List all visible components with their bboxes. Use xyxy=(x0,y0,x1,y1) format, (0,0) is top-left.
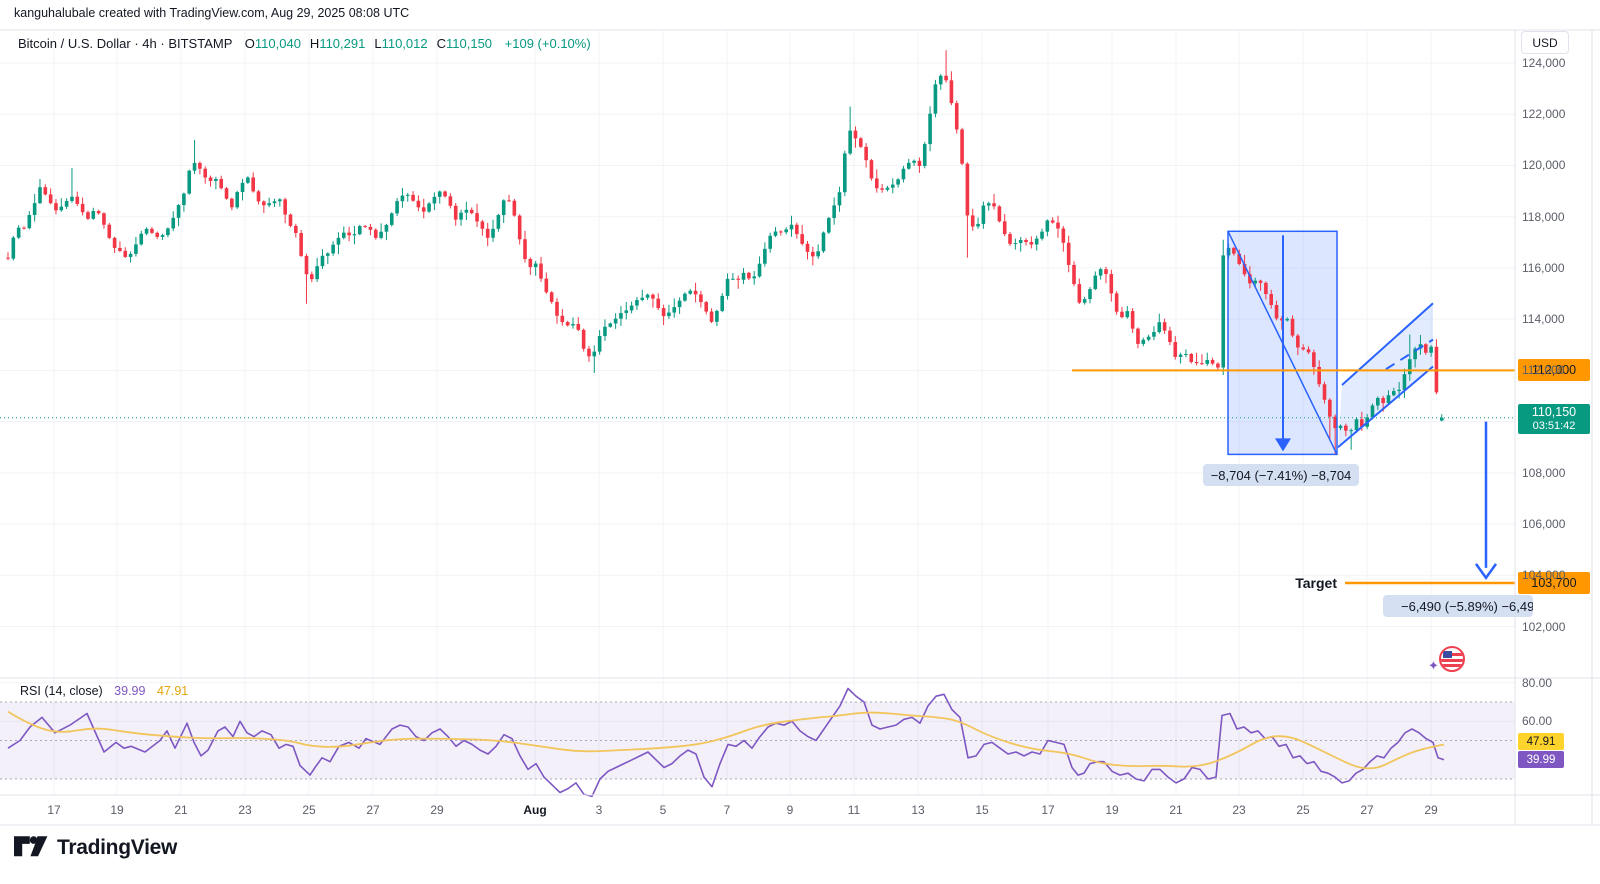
bar-countdown: 03:51:42 xyxy=(1532,419,1576,432)
time-axis-tick[interactable]: 9 xyxy=(786,803,794,817)
target-annotation-text[interactable]: Target xyxy=(1295,575,1337,591)
tradingview-logo-text: TradingView xyxy=(57,836,178,859)
price-axis-tick[interactable]: 118,000 xyxy=(1522,209,1565,224)
time-axis-tick[interactable]: 15 xyxy=(975,803,989,817)
time-axis-tick[interactable]: 23 xyxy=(238,803,252,817)
tradingview-logo-icon xyxy=(14,836,48,857)
ohlc-c-value: C110,150 xyxy=(436,36,493,51)
price-axis-tick[interactable]: 116,000 xyxy=(1522,260,1565,275)
time-axis-tick[interactable]: 27 xyxy=(366,803,380,817)
rsi-title: RSI xyxy=(20,684,41,698)
ohlc-o-value: O110,040 xyxy=(244,36,301,51)
time-axis-tick[interactable]: 23 xyxy=(1232,803,1246,817)
target-price-badge[interactable]: 103,700 xyxy=(1518,572,1590,594)
price-axis-tick[interactable]: 124,000 xyxy=(1522,56,1566,70)
price-axis-tick[interactable]: 106,000 xyxy=(1522,517,1566,532)
time-axis-tick[interactable]: 13 xyxy=(911,803,925,817)
time-axis-tick[interactable]: 29 xyxy=(1424,803,1438,817)
last-price-value: 110,150 xyxy=(1531,405,1577,420)
change-value: +109 (+0.10%) xyxy=(504,36,591,51)
price-axis-tick[interactable]: 120,000 xyxy=(1522,158,1566,173)
time-axis-tick[interactable]: 21 xyxy=(1169,803,1183,817)
time-axis-tick[interactable]: 25 xyxy=(1296,803,1310,817)
time-axis-tick[interactable]: 19 xyxy=(1105,803,1119,817)
rsi-value-badge: 39.99 xyxy=(1518,751,1564,768)
economic-event-us-flag-icon[interactable]: ✦ xyxy=(1428,646,1468,676)
currency-unit-button[interactable]: USD xyxy=(1521,31,1569,54)
rsi-axis-tick[interactable]: 80.00 xyxy=(1522,675,1553,690)
price-axis-tick[interactable]: 108,000 xyxy=(1522,465,1566,480)
time-axis-tick[interactable]: 19 xyxy=(110,803,124,817)
attribution-text: kanguhalubale created with TradingView.c… xyxy=(14,6,410,20)
price-level-badge-112000[interactable]: 112,000 xyxy=(1518,359,1590,381)
time-axis-tick[interactable]: 11 xyxy=(847,803,861,817)
symbol-title[interactable]: Bitcoin / U.S. Dollar xyxy=(18,36,131,51)
ohlc-h-value: H110,291 xyxy=(309,36,366,51)
rsi-axis-tick[interactable]: 60.00 xyxy=(1522,714,1553,729)
last-price-badge[interactable]: 110,150 03:51:42 xyxy=(1518,404,1590,434)
time-axis-tick[interactable]: 17 xyxy=(1041,803,1055,817)
tradingview-logo[interactable]: TradingView xyxy=(14,836,177,860)
time-axis-tick[interactable]: 5 xyxy=(659,803,667,817)
us-flag-circle-icon xyxy=(1439,646,1465,672)
separator-dot: · xyxy=(160,36,169,51)
time-axis-tick[interactable]: 17 xyxy=(47,803,61,817)
ohlc-l-value: L110,012 xyxy=(374,36,428,51)
rsi-indicator-legend[interactable]: RSI (14, close) 39.99 47.91 xyxy=(20,684,188,698)
time-axis-tick[interactable]: Aug xyxy=(523,803,547,817)
price-axis-tick[interactable]: 104,000 xyxy=(1522,568,1566,583)
measure-tool-label[interactable]: −8,704 (−7.41%) −8,704 xyxy=(1203,464,1359,486)
price-axis-tick[interactable]: 102,000 xyxy=(1522,619,1566,634)
time-axis-tick[interactable]: 25 xyxy=(302,803,316,817)
ohlc-values: O110,040 H110,291 L110,012 C110,150 xyxy=(236,36,492,51)
symbol-header[interactable]: Bitcoin / U.S. Dollar · 4h · BITSTAMP O1… xyxy=(18,36,591,51)
separator-dot: · xyxy=(134,36,143,51)
currency-label: USD xyxy=(1532,35,1558,50)
time-axis-tick[interactable]: 27 xyxy=(1360,803,1374,817)
time-axis-tick[interactable]: 29 xyxy=(430,803,444,817)
rsi-ma-value-badge: 47.91 xyxy=(1518,733,1564,750)
time-axis-tick[interactable]: 3 xyxy=(595,803,603,817)
projection-measure-label[interactable]: −6,490 (−5.89%) −6,490 xyxy=(1383,595,1533,617)
price-axis-tick[interactable]: 114,000 xyxy=(1522,312,1565,327)
time-axis-tick[interactable]: 21 xyxy=(174,803,188,817)
sparkle-icon: ✦ xyxy=(1428,658,1439,673)
rsi-params-value: (14, close) xyxy=(44,684,103,698)
interval-label[interactable]: 4h xyxy=(142,36,157,51)
exchange-label[interactable]: BITSTAMP xyxy=(168,36,233,51)
price-axis-tick[interactable]: 122,000 xyxy=(1522,107,1566,122)
time-axis-tick[interactable]: 7 xyxy=(723,803,731,817)
price-axis-tick[interactable]: 112,000 xyxy=(1522,363,1565,378)
rsi-current-value: 39.99 xyxy=(114,684,146,698)
rsi-ma-current-value: 47.91 xyxy=(156,684,189,698)
